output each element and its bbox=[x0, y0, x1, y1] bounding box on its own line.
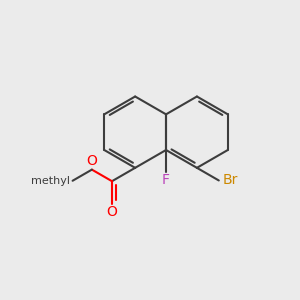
Text: O: O bbox=[86, 154, 97, 168]
Text: Br: Br bbox=[222, 173, 238, 188]
Text: O: O bbox=[106, 205, 117, 219]
Text: F: F bbox=[162, 173, 170, 188]
Text: methyl: methyl bbox=[31, 176, 70, 186]
